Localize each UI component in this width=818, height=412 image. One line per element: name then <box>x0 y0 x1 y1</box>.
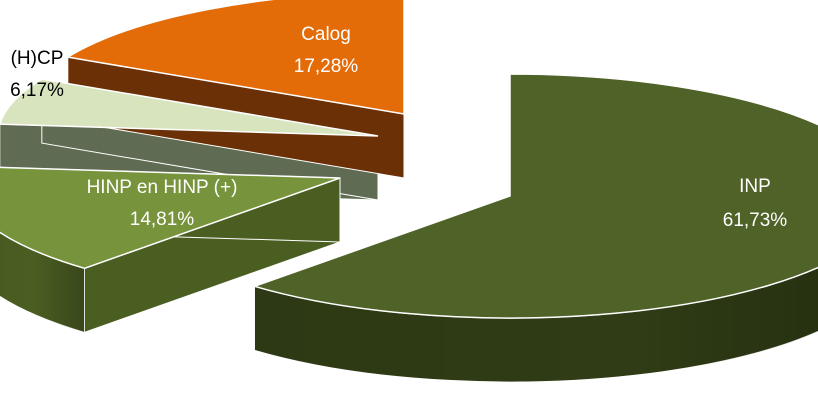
slice-h-cp-value-label: 6,17% <box>10 80 64 101</box>
slice-inp-value-label: 61,73% <box>723 210 788 231</box>
slice-inp-category-label: INP <box>739 176 771 197</box>
slice-hinp-en-hinp-value-label: 14,81% <box>130 209 195 230</box>
slice-h-cp-category-label: (H)CP <box>11 48 64 69</box>
slice-calog-top <box>65 0 405 115</box>
slice-hinp-en-hinp-category-label: HINP en HINP (+) <box>87 177 238 198</box>
slice-calog-category-label: Calog <box>301 24 351 45</box>
slice-h-cp-top <box>0 78 379 137</box>
slice-calog-value-label: 17,28% <box>294 56 359 77</box>
slice-hinp-en-hinp-top <box>0 166 341 270</box>
slice-tops <box>0 0 818 319</box>
slice-labels: INP 61,73% HINP en HINP (+) 14,81% (H)CP 6,17… <box>10 24 787 231</box>
slice-inp-top <box>252 73 818 319</box>
